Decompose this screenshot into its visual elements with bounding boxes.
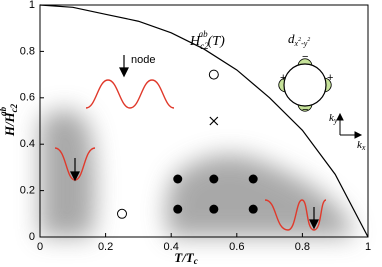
y-tick-label: 0.4	[20, 138, 35, 150]
filled-point	[173, 204, 183, 214]
y-label-sub: c2	[9, 103, 19, 112]
y-label-main: H/H	[2, 111, 17, 137]
node-arrows	[70, 55, 319, 230]
y-tick-label: 0	[29, 231, 35, 243]
kx-label: kx	[357, 139, 366, 152]
ky-sub: y	[333, 116, 338, 125]
d-sub: -y	[301, 39, 308, 48]
kx-main: k	[357, 139, 363, 151]
y-tick-label: 1	[29, 0, 35, 11]
open-point	[117, 208, 127, 219]
d-label: dx2-y2	[288, 31, 310, 48]
curve-sub: c2	[200, 41, 209, 51]
open-point	[208, 69, 219, 80]
x-tick-label: 0.2	[98, 241, 113, 253]
d-main: d	[288, 31, 295, 46]
kx-sub: x	[361, 143, 366, 152]
y-axis-label: H/Hc2ab	[0, 103, 19, 137]
plot-frame	[39, 4, 369, 238]
curve-label: Hc2 ab(T)	[189, 29, 225, 51]
x-label-sub: c	[194, 256, 198, 266]
filled-point	[173, 174, 183, 184]
d-sup: 2	[298, 37, 301, 43]
sign: +	[280, 72, 286, 84]
x-tick-label: 0.6	[229, 241, 244, 253]
ky-main: k	[329, 112, 335, 124]
y-tick-label: 0.6	[20, 92, 35, 104]
filled-point	[209, 204, 219, 214]
sign: +	[327, 72, 333, 84]
filled-point	[248, 174, 258, 184]
ky-label: ky	[329, 112, 338, 125]
k-axes	[336, 112, 363, 139]
filled-point	[248, 204, 258, 214]
d-wave-icon	[278, 58, 332, 112]
node-label: node	[131, 54, 155, 66]
y-tick-label: 0.8	[20, 45, 35, 57]
y-label-sup: ab	[0, 106, 8, 116]
curve-main: H	[189, 34, 201, 49]
x-label-main: T/T	[174, 250, 195, 265]
y-tick-label: 0.2	[20, 185, 35, 197]
sign: −	[302, 104, 308, 116]
hc2-curve	[39, 4, 369, 238]
sign: −	[302, 51, 308, 63]
curve-sup: ab	[199, 29, 209, 39]
x-tick-label: 0.8	[295, 241, 310, 253]
filled-point	[209, 174, 219, 184]
d-sup: 2	[307, 37, 310, 43]
d-sub: x	[294, 39, 299, 48]
curve-tail: (T)	[208, 34, 225, 49]
x-tick-label: 0.4	[164, 241, 179, 253]
cross-point	[209, 116, 219, 126]
x-tick-label: 0	[37, 241, 43, 253]
x-tick-label: 1	[365, 241, 371, 253]
x-axis-label: T/Tc	[174, 250, 198, 266]
